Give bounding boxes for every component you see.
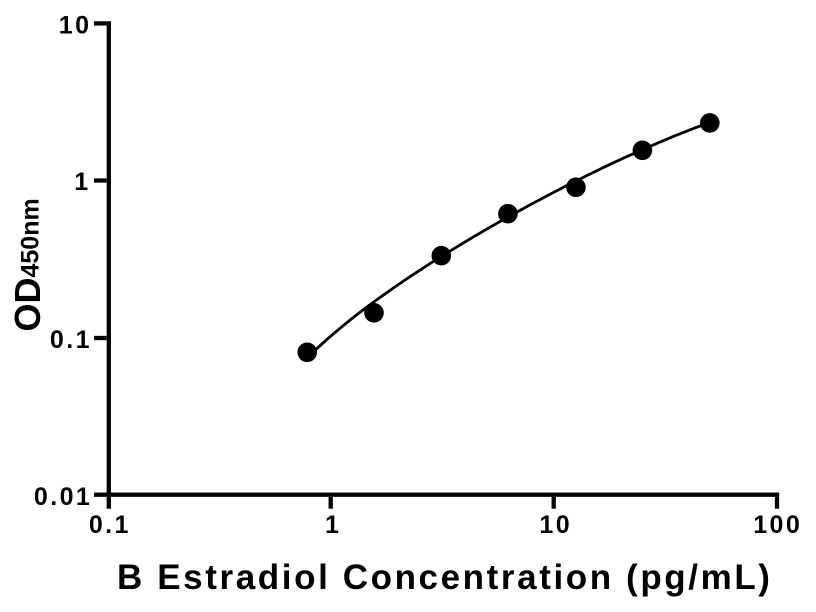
svg-text:0.01: 0.01: [34, 483, 92, 511]
svg-text:10: 10: [59, 11, 92, 39]
svg-text:OD450nm: OD450nm: [7, 198, 48, 331]
svg-text:1: 1: [325, 511, 341, 539]
svg-text:10: 10: [539, 511, 572, 539]
svg-text:0.1: 0.1: [89, 511, 131, 539]
svg-text:1: 1: [74, 168, 90, 196]
svg-text:0.1: 0.1: [50, 326, 92, 354]
svg-text:100: 100: [753, 511, 802, 539]
svg-text:B Estradiol Concentration (pg/: B Estradiol Concentration (pg/mL): [117, 558, 773, 597]
